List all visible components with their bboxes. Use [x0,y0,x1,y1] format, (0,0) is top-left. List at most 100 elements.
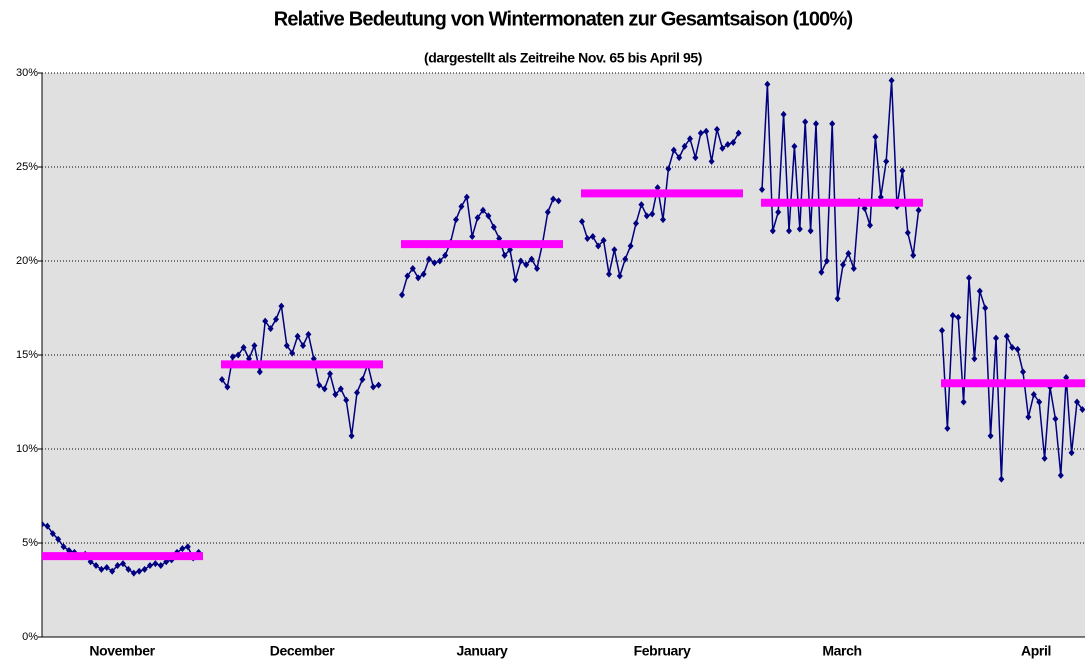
data-point [708,157,715,165]
data-point [616,272,623,280]
data-point [224,383,231,391]
data-point [883,157,890,165]
data-point [960,398,967,406]
data-point [321,385,328,393]
data-point [420,270,427,278]
data-point [523,261,530,269]
data-point [60,543,67,551]
data-point [1003,332,1010,340]
data-point [1074,398,1080,406]
data-point [300,342,306,350]
data-point [818,268,825,276]
data-point [1052,415,1059,423]
data-point [235,351,242,359]
data-point [775,208,782,216]
data-point [240,343,247,351]
data-point [404,272,411,280]
y-tick-label: 10% [16,443,38,455]
data-point [517,257,524,265]
data-point [899,167,906,175]
data-point [1036,398,1043,406]
chart-subtitle: (dargestellt als Zeitreihe Nov. 65 bis A… [424,50,702,66]
data-point [442,251,449,259]
data-point [528,255,535,263]
data-point [534,265,540,273]
data-point [1041,454,1048,462]
data-point [1009,343,1016,351]
data-point [949,312,956,320]
data-point [976,287,983,295]
data-point [463,193,470,201]
data-point [262,317,269,325]
data-point [579,218,585,226]
data-point [714,125,720,133]
data-point [426,255,432,263]
data-point [294,332,301,340]
data-point [136,567,143,575]
data-point [147,562,153,570]
data-point [687,135,693,143]
data-point [458,202,465,210]
data-point [845,249,852,257]
data-point [229,353,236,361]
data-point [589,233,596,241]
data-point [332,390,339,398]
data-point [179,545,186,553]
data-point [813,120,819,128]
data-point [627,242,634,250]
data-point [1014,345,1021,353]
data-point [348,432,355,440]
data-point [44,522,51,530]
data-point [611,246,618,254]
data-point [103,563,110,571]
data-point [409,265,416,273]
data-point [971,355,978,363]
data-point [872,133,879,141]
y-tick-label: 15% [16,349,38,361]
data-point [436,257,443,265]
data-point [724,140,731,148]
data-point [584,234,591,242]
data-point [251,342,258,350]
data-point [807,227,814,235]
data-point [273,315,279,323]
plot-marks [42,77,1085,577]
data-point [622,255,629,263]
data-point [786,227,792,235]
data-point [469,233,476,241]
data-point [764,80,771,88]
data-point [759,186,765,194]
data-point [915,206,922,214]
data-point [512,276,519,284]
x-tick-label: April [1021,643,1051,659]
data-point [681,142,688,150]
y-tick-label: 25% [16,161,38,173]
data-point [550,195,557,203]
data-point [359,375,366,383]
data-point [735,129,742,137]
data-point [555,197,562,205]
data-point [256,368,263,376]
data-point [125,565,132,573]
x-tick-label: December [270,643,335,659]
y-tick-label: 20% [16,255,38,267]
data-point [316,381,323,389]
data-point [120,560,126,568]
series-line [761,80,920,299]
data-point [544,208,551,216]
data-point [375,381,382,389]
data-point [665,165,672,173]
data-point [337,385,344,393]
data-point [600,236,607,244]
data-point [944,424,951,432]
data-point [982,304,989,312]
data-point [42,520,45,528]
data-point [823,257,830,265]
data-point [692,154,699,162]
data-point [638,201,645,209]
data-point [939,327,945,335]
data-point [888,77,895,85]
data-point [490,223,497,231]
data-point [796,225,803,233]
data-point [966,274,972,282]
